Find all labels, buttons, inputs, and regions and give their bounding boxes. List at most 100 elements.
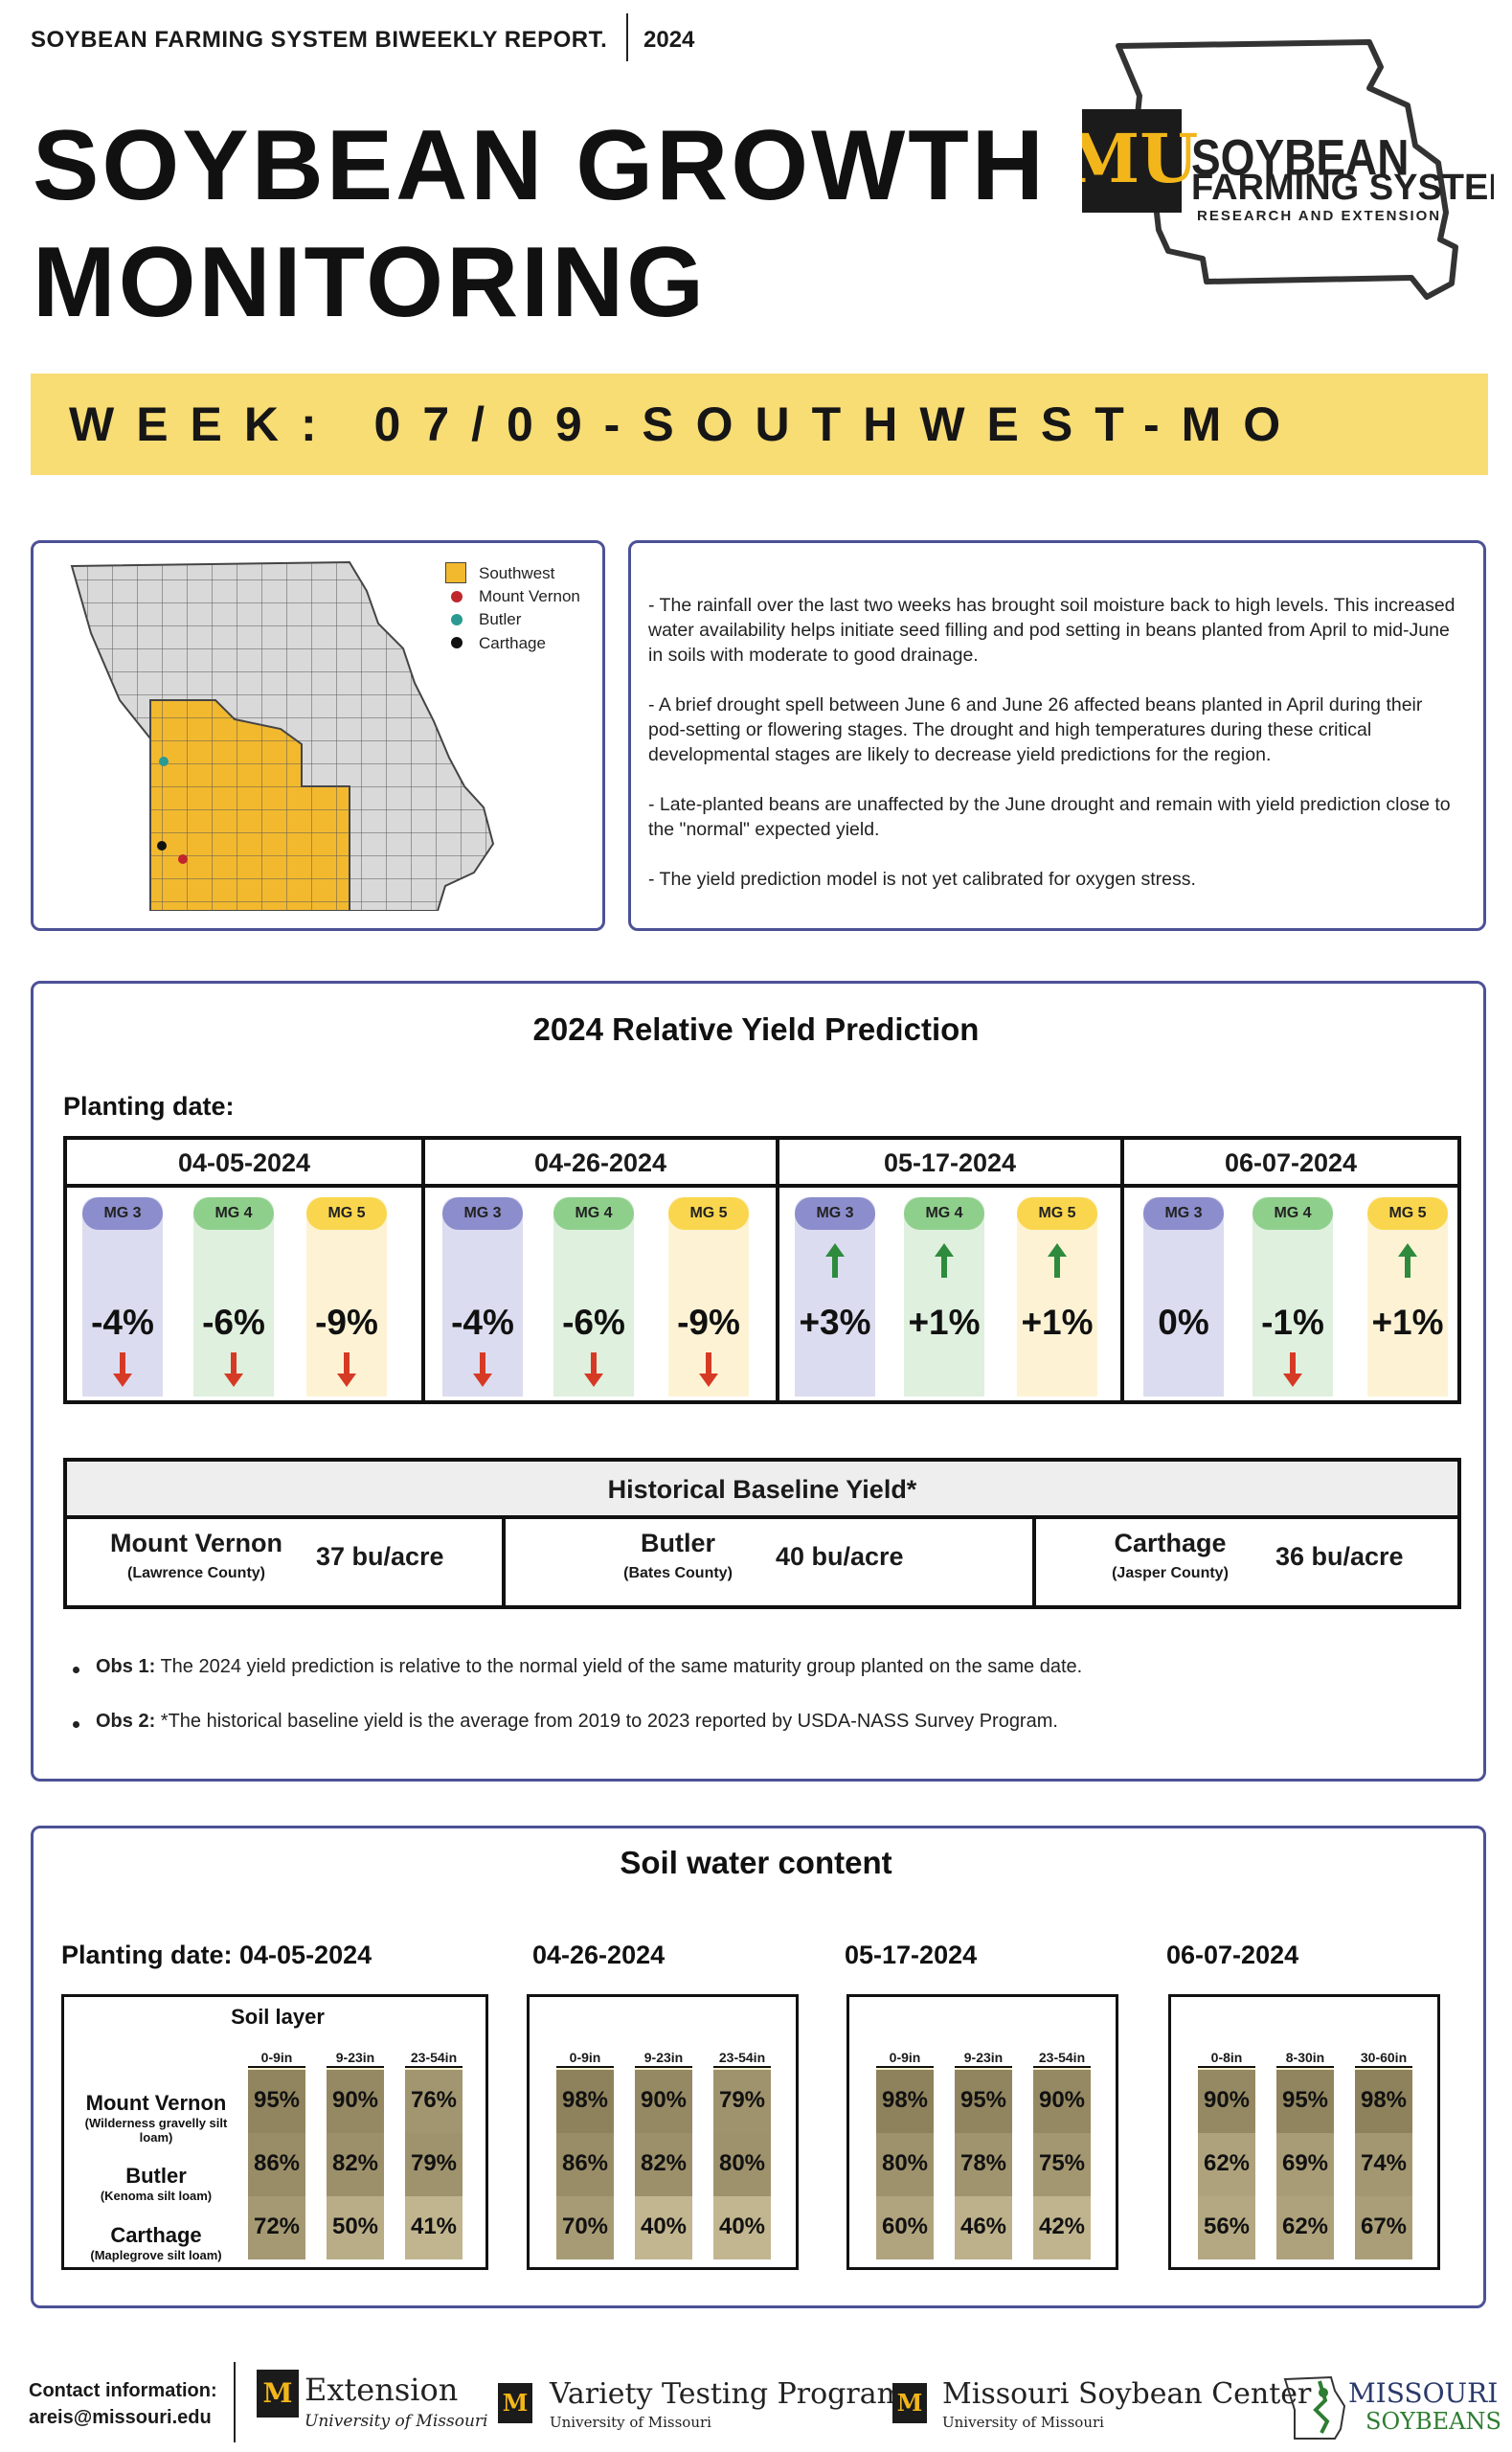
- soil-site-soil: (Kenoma silt loam): [100, 2189, 213, 2203]
- soybean-farming-systems-logo: MU SOYBEAN FARMING SYSTEMS RESEARCH AND …: [1066, 38, 1512, 306]
- footer-org-sub: University of Missouri: [550, 2414, 711, 2431]
- yield-value: -9%: [315, 1303, 378, 1342]
- soil-moisture-fill: [556, 2196, 614, 2259]
- note-4: - The yield prediction model is not yet …: [648, 869, 1196, 890]
- yield-value: -9%: [677, 1303, 740, 1342]
- soil-moisture-value: 82%: [640, 2150, 688, 2176]
- soil-moisture-value: 41%: [410, 2214, 458, 2239]
- footer-org-sub: University of Missouri: [942, 2414, 1104, 2431]
- soil-moisture-value: 72%: [253, 2214, 301, 2239]
- soil-moisture-fill: [248, 2196, 305, 2259]
- bullet-icon: [73, 1721, 79, 1728]
- site-name: Carthage: [1114, 1529, 1227, 1557]
- mg-column: MG 4 +1%: [904, 1197, 984, 1396]
- mg-pill: MG 3: [82, 1197, 163, 1230]
- date-header: 06-07-2024: [1124, 1140, 1457, 1188]
- footer-org-name: MISSOURI: [1348, 2377, 1499, 2409]
- soil-layer-header: 23-54in: [1033, 2047, 1091, 2068]
- down-arrow-icon: [224, 1352, 243, 1387]
- soil-moisture-value: 98%: [881, 2087, 929, 2113]
- soil-moisture-fill: [1276, 2133, 1334, 2196]
- soil-layer-header: 0-8in: [1198, 2047, 1255, 2068]
- soil-site-name: Mount Vernon: [85, 2091, 227, 2115]
- mg-column: MG 3 0%: [1143, 1197, 1224, 1396]
- soil-layer-header: 0-9in: [248, 2047, 305, 2068]
- mg-column: MG 5 -9%: [306, 1197, 387, 1396]
- baseline-value: 36 bu/acre: [1275, 1542, 1404, 1571]
- mg-column: MG 3 -4%: [442, 1197, 523, 1396]
- soil-site-name: Butler: [125, 2164, 187, 2188]
- baseline-value: 37 bu/acre: [316, 1542, 444, 1571]
- soil-moisture-fill: [713, 2133, 771, 2196]
- site-name: Mount Vernon: [110, 1529, 282, 1557]
- soil-site-label: Butler (Kenoma silt loam): [70, 2164, 242, 2203]
- report-year: 2024: [643, 27, 695, 53]
- mg-pill: MG 5: [306, 1197, 387, 1230]
- baseline-title: Historical Baseline Yield*: [67, 1462, 1457, 1519]
- soil-moisture-value: 74%: [1360, 2150, 1408, 2176]
- mg-pill: MG 3: [442, 1197, 523, 1230]
- soil-moisture-value: 79%: [410, 2150, 458, 2176]
- missouri-county-map: [70, 560, 495, 911]
- logo-line3: RESEARCH AND EXTENSION: [1197, 208, 1441, 224]
- soil-moisture-fill: [635, 2196, 692, 2259]
- baseline-value: 40 bu/acre: [776, 1542, 904, 1571]
- soil-site-label: Carthage (Maplegrove silt loam): [70, 2223, 242, 2262]
- planting-date-label: Planting date:: [63, 1092, 235, 1121]
- legend-butler-label: Butler: [479, 610, 522, 628]
- mu-logo-icon: M: [892, 2383, 927, 2423]
- soil-moisture-fill: [876, 2133, 934, 2196]
- yield-value: +1%: [908, 1303, 981, 1342]
- logo-mark: MU: [1082, 119, 1198, 198]
- soil-title: Soil water content: [620, 1845, 892, 1880]
- soil-layer-header: 9-23in: [955, 2047, 1012, 2068]
- mg-column: MG 3 -4%: [82, 1197, 163, 1396]
- site-county: (Bates County): [623, 1565, 733, 1581]
- yield-value: -1%: [1261, 1303, 1324, 1342]
- soil-moisture-fill: [1355, 2196, 1412, 2259]
- baseline-cell: Butler (Bates County) 40 bu/acre: [506, 1519, 1036, 1605]
- date-block: 05-17-2024 MG 3 +3% MG 4 +1% MG 5 +1%: [779, 1140, 1124, 1400]
- soil-moisture-value: 62%: [1281, 2214, 1329, 2239]
- soil-moisture-value: 86%: [253, 2150, 301, 2176]
- soil-moisture-value: 75%: [1038, 2150, 1086, 2176]
- mu-logo-icon: M: [257, 2370, 299, 2418]
- legend-mount-vernon-dot: [451, 591, 463, 602]
- header-divider: [626, 13, 628, 61]
- soil-layer-header: 9-23in: [327, 2047, 384, 2068]
- soil-layer-header: 0-9in: [876, 2047, 934, 2068]
- down-arrow-icon: [473, 1352, 492, 1387]
- mg-column: MG 5 +1%: [1017, 1197, 1097, 1396]
- soil-layer-header: 23-54in: [405, 2047, 463, 2068]
- soil-site-soil: (Maplegrove silt loam): [90, 2248, 222, 2262]
- yield-title: 2024 Relative Yield Prediction: [532, 1011, 980, 1047]
- date-header: 04-05-2024: [67, 1140, 421, 1188]
- soil-moisture-value: 90%: [331, 2087, 379, 2113]
- soil-moisture-value: 76%: [410, 2087, 458, 2113]
- yield-value: -6%: [562, 1303, 625, 1342]
- soil-moisture-fill: [713, 2196, 771, 2259]
- soil-moisture-fill: [1276, 2070, 1334, 2133]
- soil-table: 0-9in 98% 86% 70% 9-23in 90% 82% 40% 23-54in 79% 8…: [527, 1994, 799, 2270]
- soil-moisture-fill: [405, 2070, 463, 2133]
- up-arrow-icon: [935, 1243, 954, 1278]
- logo-line2: FARMING SYSTEMS: [1191, 168, 1494, 208]
- report-label: SOYBEAN FARMING SYSTEM BIWEEKLY REPORT.: [31, 27, 608, 53]
- soil-moisture-value: 42%: [1038, 2214, 1086, 2239]
- contact-email[interactable]: areis@missouri.edu: [29, 2407, 212, 2428]
- page-title-line2: MONITORING: [33, 227, 708, 338]
- baseline-cell: Carthage (Jasper County) 36 bu/acre: [1036, 1519, 1457, 1605]
- soil-moisture-fill: [955, 2133, 1012, 2196]
- down-arrow-icon: [113, 1352, 132, 1387]
- soil-moisture-value: 95%: [1281, 2087, 1329, 2113]
- site-name: Butler: [640, 1529, 715, 1557]
- date-block: 06-07-2024 MG 3 0% MG 4 -1% MG 5 +1%: [1124, 1140, 1457, 1400]
- soil-moisture-value: 46%: [959, 2214, 1007, 2239]
- soil-site-label: Mount Vernon (Wilderness gravelly silt l…: [70, 2091, 242, 2145]
- soil-moisture-fill: [327, 2196, 384, 2259]
- week-banner: [31, 374, 1488, 475]
- footer-org-name: Missouri Soybean Center: [942, 2377, 1312, 2411]
- soil-moisture-fill: [876, 2070, 934, 2133]
- site-county: (Jasper County): [1112, 1565, 1229, 1581]
- soil-moisture-value: 62%: [1203, 2150, 1251, 2176]
